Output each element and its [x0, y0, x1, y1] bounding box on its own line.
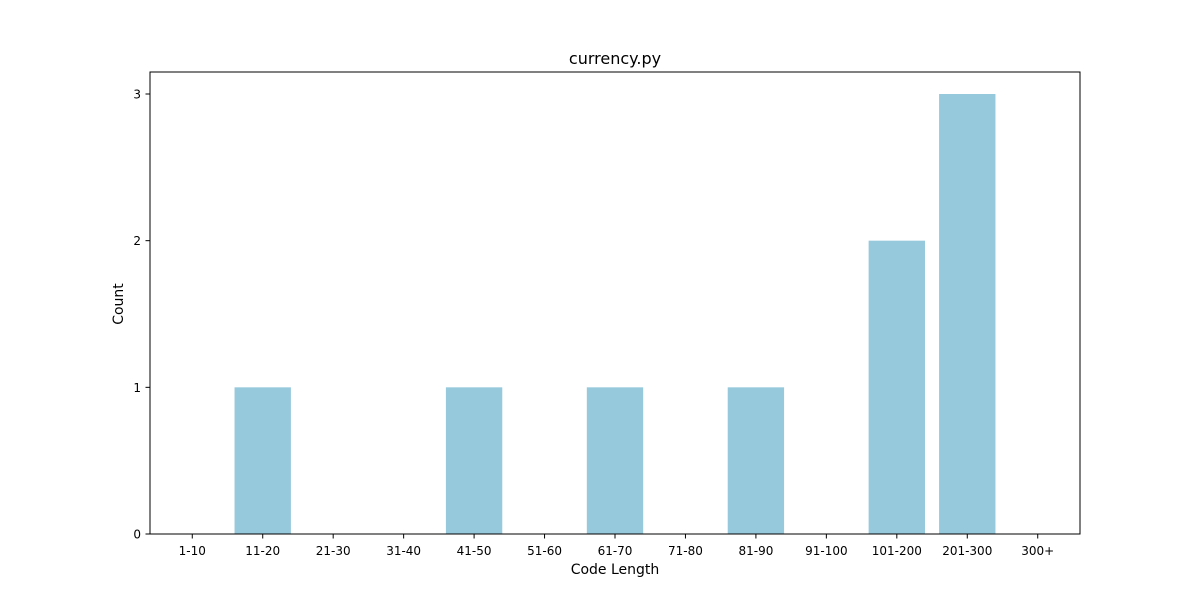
x-tick-label: 1-10: [179, 544, 206, 558]
x-tick-label: 300+: [1021, 544, 1054, 558]
y-axis-label: Count: [111, 283, 127, 325]
y-tick-label: 2: [133, 234, 141, 248]
x-tick-label: 41-50: [457, 544, 492, 558]
axes-layer: 1-10 11-20 21-30 31-40 41-50 51-60 61-70 71-80 8…: [133, 71, 1081, 558]
bar-61-70: [586, 387, 644, 534]
x-tick-label: 21-30: [316, 544, 351, 558]
bar-11-20: [234, 387, 291, 534]
x-axis-label: Code Length: [571, 562, 660, 578]
x-tick-label: 91-100: [805, 544, 848, 558]
bar-101-200: [868, 240, 925, 534]
y-tick-label: 0: [133, 528, 141, 542]
x-tick-label: 81-90: [738, 544, 773, 558]
x-tick-label: 201-300: [942, 544, 992, 558]
x-tick-label: 61-70: [598, 544, 633, 558]
bars-layer: [234, 94, 996, 534]
bar-41-50: [445, 387, 503, 534]
x-tick-label: 51-60: [527, 544, 562, 558]
x-tick-label: 11-20: [245, 544, 280, 558]
x-tick-label: 71-80: [668, 544, 703, 558]
y-tick-label: 1: [133, 381, 141, 395]
y-tick-label: 3: [133, 88, 141, 102]
chart-title: currency.py: [569, 49, 661, 68]
x-tick-label: 31-40: [386, 544, 421, 558]
bar-81-90: [727, 387, 785, 534]
x-tick-label: 101-200: [872, 544, 922, 558]
bar-201-300: [939, 94, 996, 534]
